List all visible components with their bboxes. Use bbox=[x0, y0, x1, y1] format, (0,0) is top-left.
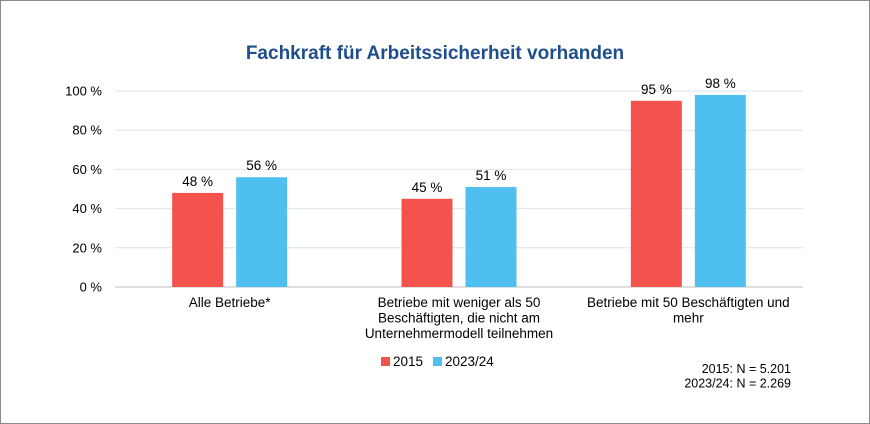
category-label: Betriebe mit 50 Beschäftigten und bbox=[587, 295, 790, 310]
data-label: 48 % bbox=[182, 174, 213, 189]
legend-swatch bbox=[381, 357, 390, 366]
category-label: Beschäftigten, die nicht am bbox=[378, 311, 540, 326]
legend-label: 2023/24 bbox=[445, 354, 494, 369]
category-label: Unternehmermodell teilnehmen bbox=[365, 326, 553, 341]
category-label: mehr bbox=[673, 311, 704, 326]
chart-title: Fachkraft für Arbeitssicherheit vorhande… bbox=[246, 43, 624, 64]
data-label: 56 % bbox=[246, 158, 277, 173]
y-tick-label: 40 % bbox=[72, 201, 102, 216]
legend: 2015 2023/24 bbox=[381, 354, 494, 369]
category-label: Betriebe mit weniger als 50 bbox=[378, 295, 541, 310]
data-label: 51 % bbox=[476, 168, 507, 183]
y-tick-label: 0 % bbox=[80, 280, 103, 295]
bars: 48 % 45 % 95 % 56 % 51 % 98 % bbox=[172, 76, 746, 287]
y-axis-ticks: 0 % 20 % 40 % 60 % 80 % 100 % bbox=[65, 84, 102, 295]
bar-2015-0 bbox=[172, 192, 224, 287]
sample-size-note: 2023/24: N = 2.269 bbox=[684, 377, 791, 391]
legend-swatch bbox=[433, 357, 442, 366]
bar-2015-1 bbox=[401, 198, 453, 287]
gridlines bbox=[115, 90, 803, 288]
legend-label: 2015 bbox=[393, 354, 423, 369]
y-tick-label: 100 % bbox=[65, 84, 102, 99]
y-tick-label: 20 % bbox=[72, 240, 102, 255]
data-label: 45 % bbox=[412, 180, 443, 195]
sample-size-note: 2015: N = 5.201 bbox=[702, 362, 791, 376]
x-axis-categories: Alle Betriebe* Betriebe mit weniger als 5… bbox=[189, 295, 790, 341]
bar-202324-0 bbox=[236, 177, 288, 287]
bar-2015-2 bbox=[630, 100, 682, 287]
data-label: 95 % bbox=[641, 82, 672, 97]
category-label: Alle Betriebe* bbox=[189, 295, 272, 310]
y-tick-label: 80 % bbox=[72, 123, 102, 138]
y-tick-label: 60 % bbox=[72, 162, 102, 177]
data-label: 98 % bbox=[705, 76, 736, 91]
bar-202324-2 bbox=[694, 94, 746, 287]
bar-202324-1 bbox=[465, 187, 517, 287]
